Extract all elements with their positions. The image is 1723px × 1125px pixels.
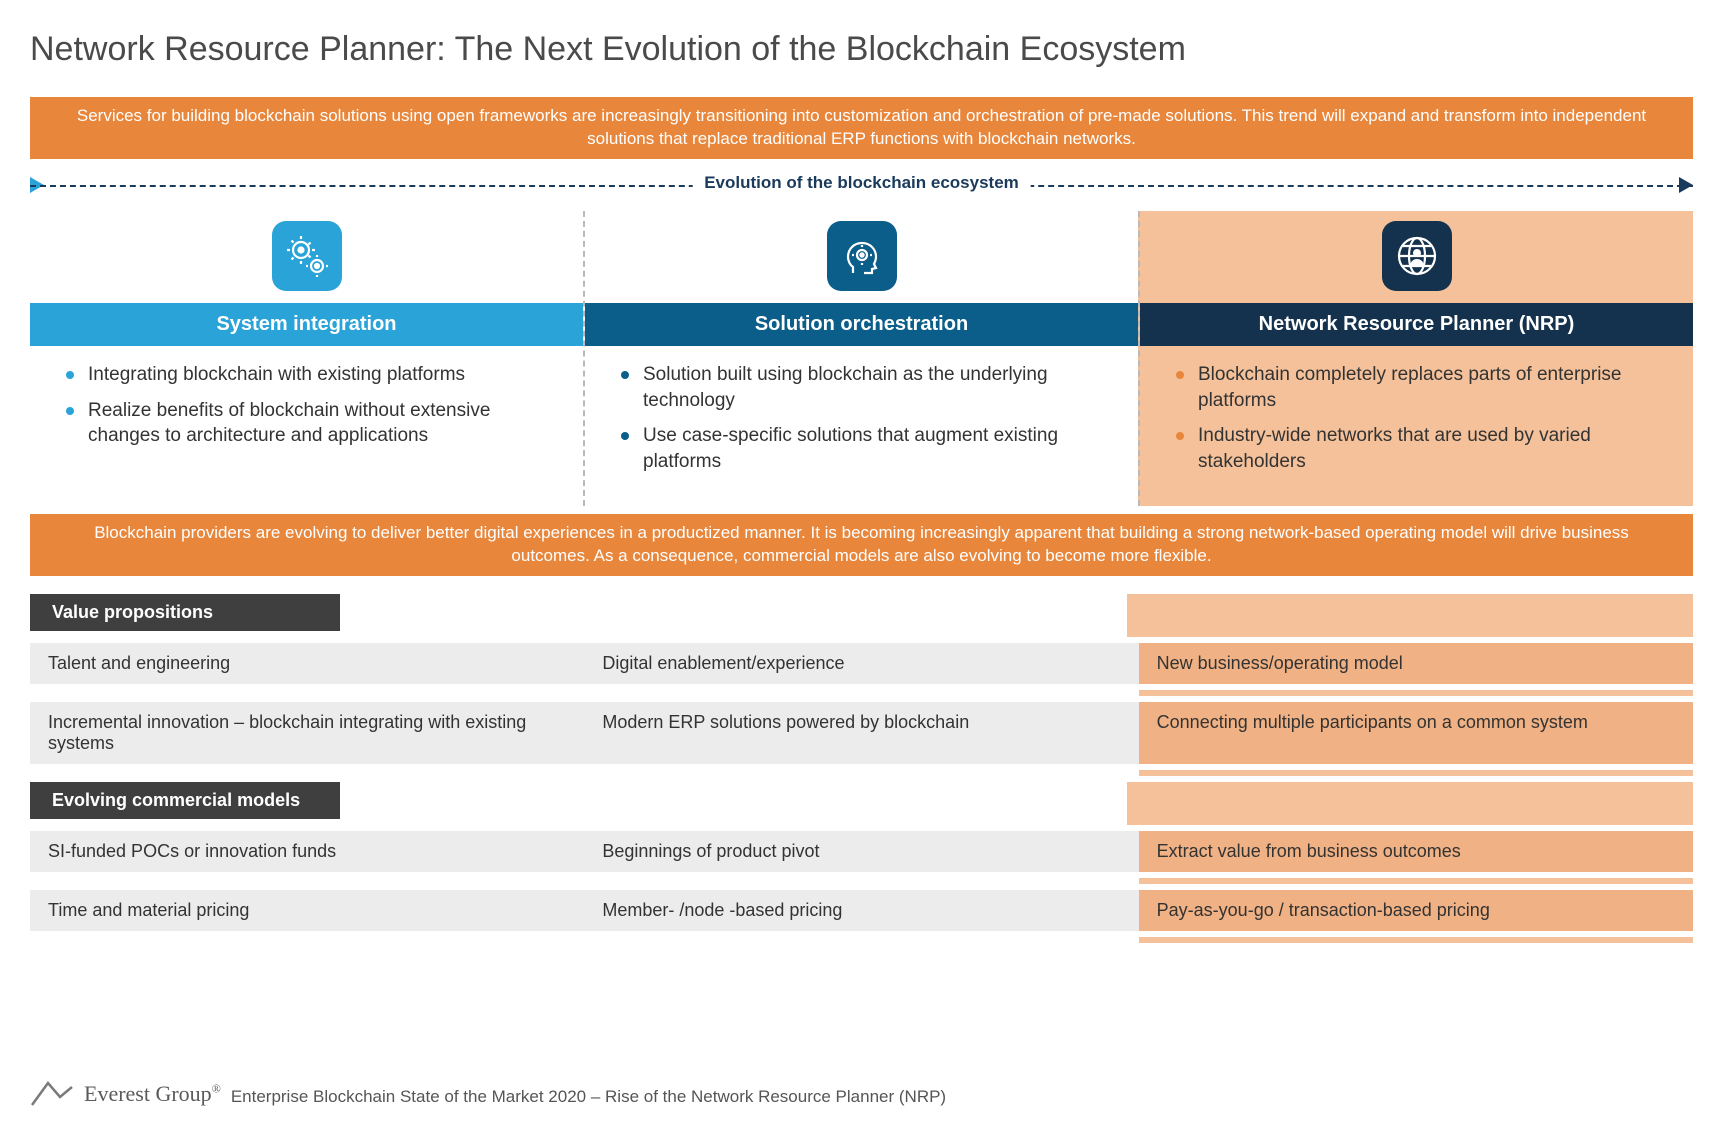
- data-row: Time and material pricingMember- /node -…: [30, 890, 1693, 931]
- column-bullets: Blockchain completely replaces parts of …: [1140, 346, 1693, 507]
- bullet-item: Industry-wide networks that are used by …: [1176, 423, 1669, 474]
- section-label-row: Value propositions: [30, 594, 1693, 637]
- data-cell: Beginnings of product pivot: [584, 831, 1138, 872]
- gears-icon: [272, 221, 342, 291]
- spacer: [560, 594, 1126, 637]
- globe-person-icon: [1382, 221, 1452, 291]
- bullet-item: Blockchain completely replaces parts of …: [1176, 362, 1669, 413]
- gap-cell: [1139, 878, 1693, 884]
- section-label: Evolving commercial models: [30, 782, 340, 819]
- gap-cell: [30, 937, 584, 943]
- spacer: [1127, 594, 1693, 637]
- gap-row: [30, 770, 1693, 776]
- data-cell: Digital enablement/experience: [584, 643, 1138, 684]
- gap-row: [30, 878, 1693, 884]
- intro-banner: Services for building blockchain solutio…: [30, 97, 1693, 159]
- middle-banner: Blockchain providers are evolving to del…: [30, 514, 1693, 576]
- bullet-item: Integrating blockchain with existing pla…: [66, 362, 559, 388]
- data-cell: Time and material pricing: [30, 890, 584, 931]
- gap-cell: [1139, 937, 1693, 943]
- gap-cell: [1139, 770, 1693, 776]
- data-cell: SI-funded POCs or innovation funds: [30, 831, 584, 872]
- gap-row: [30, 690, 1693, 696]
- bullet-item: Realize benefits of blockchain without e…: [66, 398, 559, 449]
- gap-cell: [30, 690, 584, 696]
- section-label-cell: Value propositions: [30, 594, 560, 637]
- column-solution-orchestration: Solution orchestration Solution built usi…: [583, 211, 1138, 507]
- bullet-item: Solution built using blockchain as the u…: [621, 362, 1114, 413]
- bullet-item: Use case-specific solutions that augment…: [621, 423, 1114, 474]
- gap-cell: [30, 770, 584, 776]
- gap-cell: [584, 770, 1138, 776]
- footer: Everest Group® Enterprise Blockchain Sta…: [30, 1077, 946, 1107]
- data-row: Talent and engineeringDigital enablement…: [30, 643, 1693, 684]
- logo-text: Everest Group®: [84, 1081, 221, 1107]
- data-cell: Connecting multiple participants on a co…: [1139, 702, 1693, 764]
- column-header: Network Resource Planner (NRP): [1140, 303, 1693, 346]
- section-label-row: Evolving commercial models: [30, 782, 1693, 825]
- data-row: SI-funded POCs or innovation fundsBeginn…: [30, 831, 1693, 872]
- icon-wrap: [30, 211, 583, 303]
- data-cell: Extract value from business outcomes: [1139, 831, 1693, 872]
- gap-cell: [1139, 690, 1693, 696]
- spacer: [1127, 782, 1693, 825]
- gap-cell: [584, 690, 1138, 696]
- footer-source: Enterprise Blockchain State of the Marke…: [231, 1087, 946, 1107]
- slide-title: Network Resource Planner: The Next Evolu…: [30, 30, 1693, 69]
- column-bullets: Solution built using blockchain as the u…: [585, 346, 1138, 507]
- sections-container: Value propositions Talent and engineering…: [30, 594, 1693, 943]
- column-header: System integration: [30, 303, 583, 346]
- head-gears-icon: [827, 221, 897, 291]
- data-cell: Member- /node -based pricing: [584, 890, 1138, 931]
- column-header: Solution orchestration: [585, 303, 1138, 346]
- gap-row: [30, 937, 1693, 943]
- gap-cell: [30, 878, 584, 884]
- data-cell: Modern ERP solutions powered by blockcha…: [584, 702, 1138, 764]
- data-row: Incremental innovation – blockchain inte…: [30, 702, 1693, 764]
- data-cell: New business/operating model: [1139, 643, 1693, 684]
- arrow-label: Evolution of the blockchain ecosystem: [692, 173, 1031, 193]
- data-cell: Talent and engineering: [30, 643, 584, 684]
- icon-wrap: [585, 211, 1138, 303]
- arrow-end-icon: [1679, 177, 1693, 193]
- logo-icon: [30, 1077, 74, 1107]
- column-system-integration: System integration Integrating blockchain…: [30, 211, 583, 507]
- spacer: [560, 782, 1126, 825]
- data-cell: Incremental innovation – blockchain inte…: [30, 702, 584, 764]
- evolution-arrow: Evolution of the blockchain ecosystem: [30, 171, 1693, 201]
- data-cell: Pay-as-you-go / transaction-based pricin…: [1139, 890, 1693, 931]
- gap-cell: [584, 878, 1138, 884]
- columns-top: System integration Integrating blockchain…: [30, 211, 1693, 507]
- section-label: Value propositions: [30, 594, 340, 631]
- column-bullets: Integrating blockchain with existing pla…: [30, 346, 583, 481]
- icon-wrap: [1140, 211, 1693, 303]
- gap-cell: [584, 937, 1138, 943]
- section-label-cell: Evolving commercial models: [30, 782, 560, 825]
- column-network-resource-planner: Network Resource Planner (NRP) Blockchain…: [1138, 211, 1693, 507]
